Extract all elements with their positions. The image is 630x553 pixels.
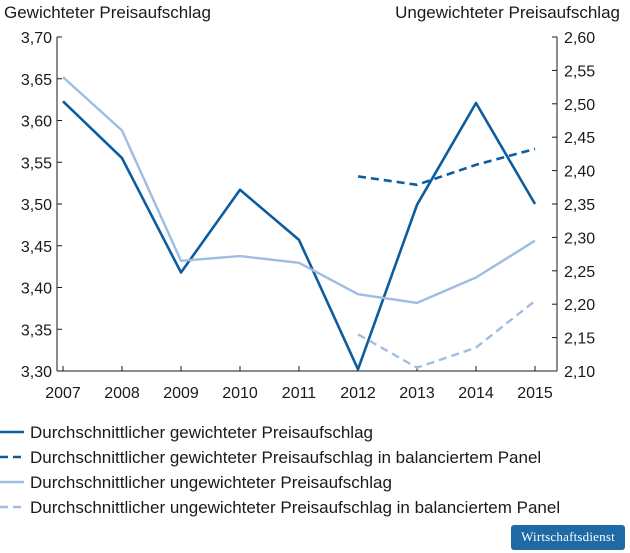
y-left-tick-label: 3,55 <box>21 155 52 172</box>
x-tick-label: 2012 <box>340 385 376 402</box>
y-left-tick-label: 3,45 <box>21 239 52 256</box>
y-right-tick-label: 2,20 <box>564 297 595 314</box>
x-tick-label: 2013 <box>399 385 435 402</box>
x-tick-label: 2010 <box>222 385 258 402</box>
series-line-3 <box>62 76 536 305</box>
x-tick-label: 2014 <box>458 385 494 402</box>
y-left-tick-label: 3,35 <box>21 322 52 339</box>
y-right-tick-label: 2,30 <box>564 230 595 247</box>
logo-text: Wirtschaftsdienst <box>521 529 615 544</box>
y-right-tick-label: 2,60 <box>564 30 595 47</box>
legend-label-2: Durchschnittlicher gewichteter Preisaufs… <box>30 448 541 467</box>
x-tick-label: 2008 <box>104 385 140 402</box>
series-line-2 <box>357 147 536 187</box>
y-right-tick-label: 2,55 <box>564 63 595 80</box>
legend-label-3: Durchschnittlicher ungewichteter Preisau… <box>30 473 392 492</box>
x-tick-label: 2015 <box>517 385 553 402</box>
y-left-tick-label: 3,60 <box>21 114 52 131</box>
x-tick-label: 2009 <box>163 385 199 402</box>
axes: 3,70 3,65 3,60 3,55 3,50 3,45 3,40 3,35 3,30 2,60… <box>21 30 595 402</box>
y-right-tick-label: 2,40 <box>564 164 595 181</box>
y-left-tick-label: 3,70 <box>21 30 52 47</box>
y-right-tick-label: 2,10 <box>564 364 595 381</box>
y-right-tick-label: 2,45 <box>564 130 595 147</box>
y-left-tick-label: 3,30 <box>21 364 52 381</box>
wirtschaftsdienst-logo: Wirtschaftsdienst <box>511 525 625 550</box>
y-right-tick-label: 2,15 <box>564 331 595 348</box>
y-right-tick-label: 2,50 <box>564 97 595 114</box>
legend: Durchschnittlicher gewichteter Preisaufs… <box>0 423 560 517</box>
right-axis-title: Ungewichteter Preisaufschlag <box>395 3 620 22</box>
series-line-1 <box>62 100 537 371</box>
y-left-tick-label: 3,40 <box>21 281 52 298</box>
x-tick-label: 2011 <box>282 385 317 402</box>
legend-label-1: Durchschnittlicher gewichteter Preisaufs… <box>30 423 373 442</box>
y-right-tick-label: 2,25 <box>564 264 595 281</box>
legend-label-4: Durchschnittlicher ungewichteter Preisau… <box>30 498 560 517</box>
y-left-tick-label: 3,50 <box>21 197 52 214</box>
y-right-tick-label: 2,35 <box>564 197 595 214</box>
left-axis-title: Gewichteter Preisaufschlag <box>4 3 211 22</box>
series-line-4 <box>357 299 536 369</box>
x-tick-label: 2007 <box>45 385 81 402</box>
series-lines <box>62 76 537 371</box>
y-left-tick-label: 3,65 <box>21 72 52 89</box>
